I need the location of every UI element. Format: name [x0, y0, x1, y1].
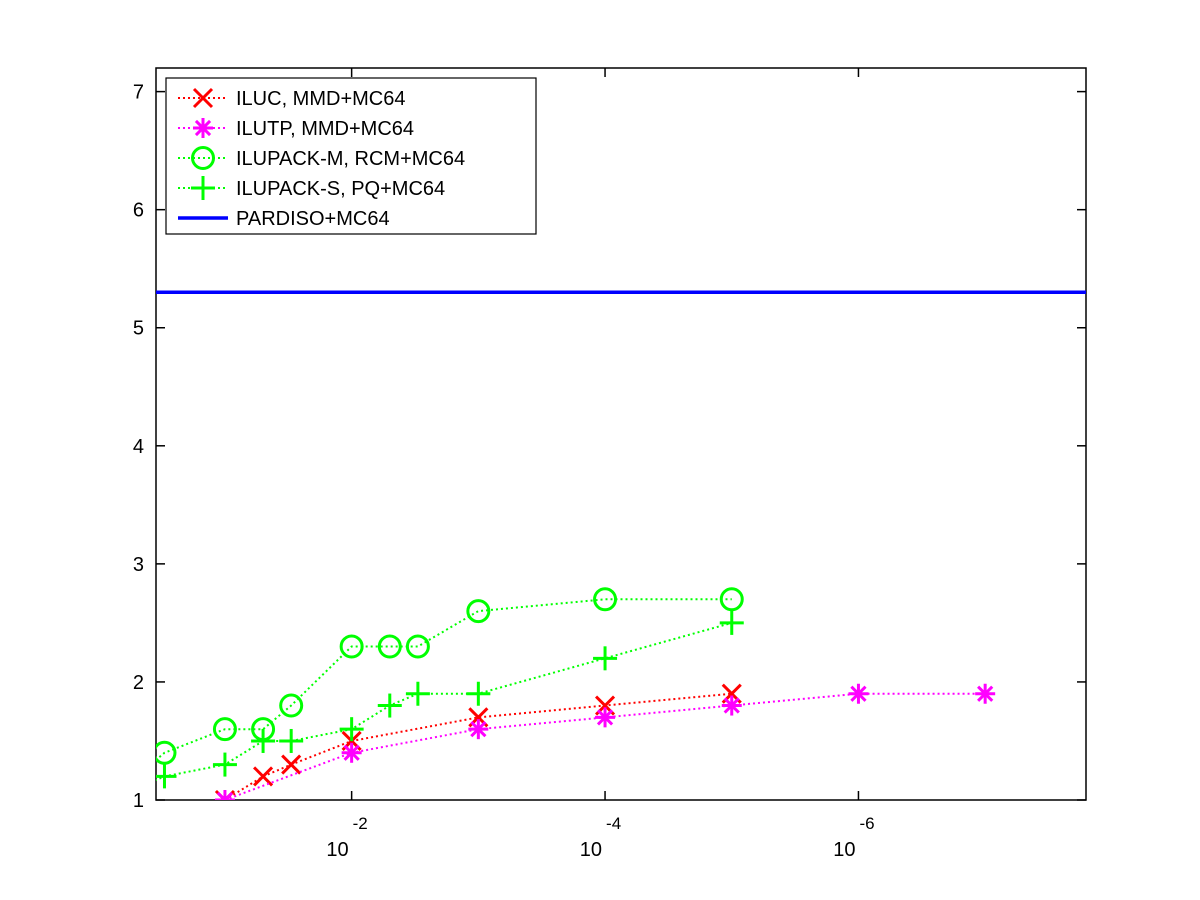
- y-tick-label: 2: [133, 672, 144, 694]
- marker-asterisk-stroke: [723, 697, 740, 714]
- marker-circle: [191, 146, 215, 170]
- marker-x-stroke: [253, 766, 274, 787]
- marker-circle: [405, 634, 430, 659]
- legend-entry-label: ILUPACK-S, PQ+MC64: [236, 178, 445, 200]
- legend-entry-label: ILUPACK-M, RCM+MC64: [236, 148, 465, 170]
- marker-x-stroke: [192, 87, 214, 109]
- series-2-group: [156, 587, 744, 765]
- legend-box: [165, 77, 537, 235]
- y-tick-label: 3: [133, 554, 144, 576]
- legend: ILUC, MMD+MC64 ILUTP, MMD+MC64 ILUPACK-M, …: [165, 77, 537, 235]
- y-tick-label: 5: [133, 318, 144, 340]
- y-tick-label: 4: [133, 436, 144, 458]
- y-tick-label: 1: [133, 790, 144, 812]
- series-line: [156, 598, 732, 762]
- x-tick-label-base: 10: [580, 839, 602, 861]
- legend-entry-label: ILUC, MMD+MC64: [236, 88, 405, 110]
- legend-entry-label: ILUTP, MMD+MC64: [236, 118, 414, 140]
- marker-circle: [593, 587, 618, 612]
- marker-circle: [279, 693, 304, 718]
- y-tick-label: 7: [133, 82, 144, 104]
- series-1-group: [214, 683, 996, 800]
- marker-circle: [466, 599, 491, 624]
- x-tick-label-exponent: -6: [859, 814, 874, 833]
- marker-circle: [719, 587, 744, 612]
- axes-box: [155, 67, 1087, 801]
- x-tick-label-exponent: -4: [606, 814, 621, 833]
- marker-x-stroke: [281, 754, 302, 775]
- marker-circle: [156, 740, 177, 765]
- marker-circle: [377, 634, 402, 659]
- marker-asterisk-stroke: [470, 721, 487, 738]
- marker-circle: [212, 717, 237, 742]
- marker-asterisk-stroke: [850, 685, 867, 702]
- y-tick-label: 6: [133, 200, 144, 222]
- marker-asterisk-stroke: [194, 119, 212, 137]
- marker-asterisk-stroke: [596, 709, 614, 726]
- marker-circle: [339, 634, 364, 659]
- x-tick-label-exponent: -2: [353, 814, 368, 833]
- marker-asterisk-stroke: [216, 791, 228, 800]
- series-3-group: [156, 610, 744, 789]
- marker-asterisk-stroke: [977, 685, 994, 702]
- marker-asterisk-stroke: [343, 744, 360, 761]
- legend-entry-label: PARDISO+MC64: [236, 208, 390, 230]
- marker-asterisk-stroke: [222, 791, 234, 800]
- x-tick-label-base: 10: [833, 839, 855, 861]
- x-tick-label-base: 10: [326, 839, 348, 861]
